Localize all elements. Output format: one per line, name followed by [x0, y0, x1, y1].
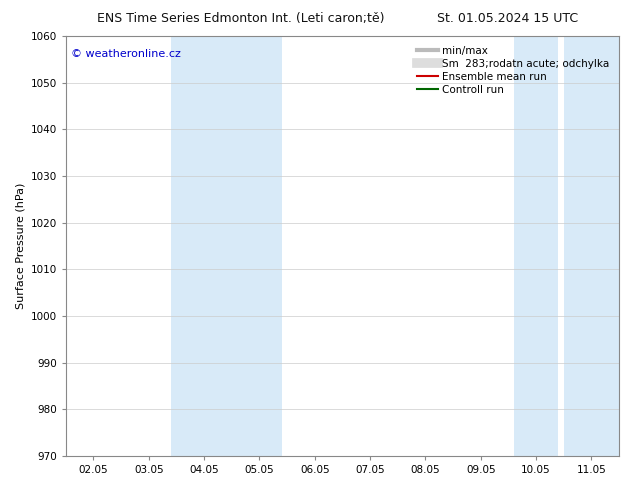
Text: St. 01.05.2024 15 UTC: St. 01.05.2024 15 UTC [437, 12, 578, 25]
Text: © weatheronline.cz: © weatheronline.cz [72, 49, 181, 59]
Y-axis label: Surface Pressure (hPa): Surface Pressure (hPa) [15, 183, 25, 309]
Bar [514, 36, 558, 456]
Bar [564, 36, 619, 456]
Text: ENS Time Series Edmonton Int. (Leti caron;tě): ENS Time Series Edmonton Int. (Leti caro… [97, 12, 385, 25]
Bar [171, 36, 237, 456]
Legend: min/max, Sm  283;rodatn acute; odchylka, Ensemble mean run, Controll run: min/max, Sm 283;rodatn acute; odchylka, … [413, 41, 614, 99]
Bar [237, 36, 281, 456]
